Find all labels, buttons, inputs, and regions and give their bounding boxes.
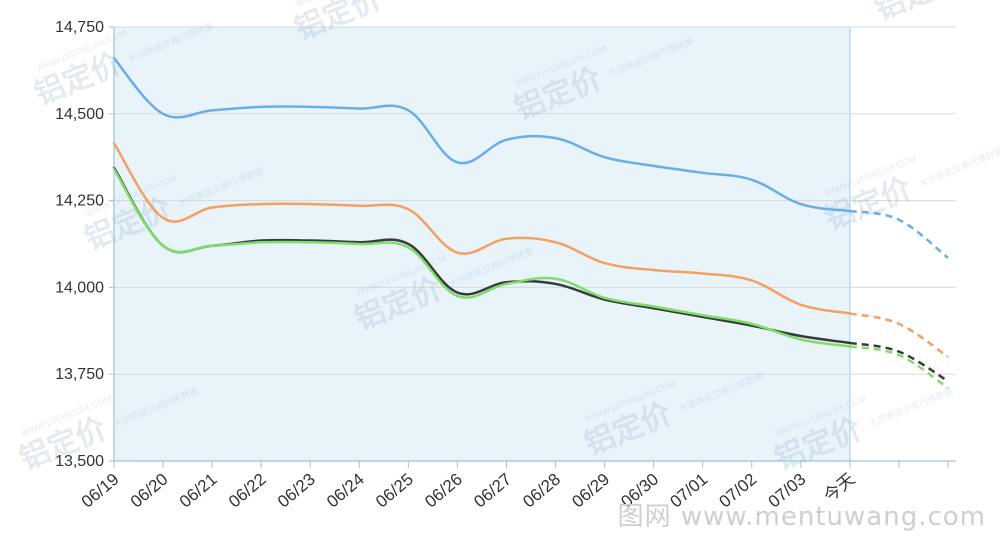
x-tick-label-7: 06/26 xyxy=(421,470,466,512)
x-tick-label-4: 06/23 xyxy=(274,470,319,512)
x-tick-label-2: 06/21 xyxy=(176,470,221,512)
series-3-history-line xyxy=(112,168,852,348)
series-0-forecast-line xyxy=(849,209,949,259)
series-0-history-line xyxy=(112,56,852,213)
y-tick-label-5: 13,500 xyxy=(55,453,104,470)
y-tick-label-2: 14,250 xyxy=(55,193,104,210)
y-tick-label-0: 14,750 xyxy=(55,19,104,36)
x-tick-label-9: 06/28 xyxy=(519,470,564,512)
series-3-forecast-line xyxy=(849,345,949,390)
x-tick-label-3: 06/22 xyxy=(225,470,270,512)
y-tick-label-3: 14,000 xyxy=(55,279,104,296)
y-tick-label-1: 14,500 xyxy=(55,106,104,123)
x-tick-label-1: 06/20 xyxy=(127,470,172,512)
watermark-brand: 铝定价 xyxy=(870,0,966,26)
series-2-forecast-line xyxy=(849,341,949,383)
y-tick-label-4: 13,750 xyxy=(55,366,104,383)
watermark-tagline: 大宗商品交易行情数据 xyxy=(867,385,955,429)
site-watermark: 图网 www.mentuwang.com xyxy=(617,502,986,532)
x-tick-label-10: 06/29 xyxy=(568,470,613,512)
x-tick-label-6: 06/25 xyxy=(372,470,417,512)
x-tick-label-5: 06/24 xyxy=(323,470,368,512)
x-tick-label-8: 06/27 xyxy=(470,470,515,512)
watermark-tagline: 大宗商品交易行情数据 xyxy=(917,145,1000,189)
series-1-forecast-line xyxy=(849,312,949,358)
series-1-history-line xyxy=(112,142,852,315)
series-layer xyxy=(112,56,949,390)
x-tick-label-0: 06/19 xyxy=(78,470,123,512)
